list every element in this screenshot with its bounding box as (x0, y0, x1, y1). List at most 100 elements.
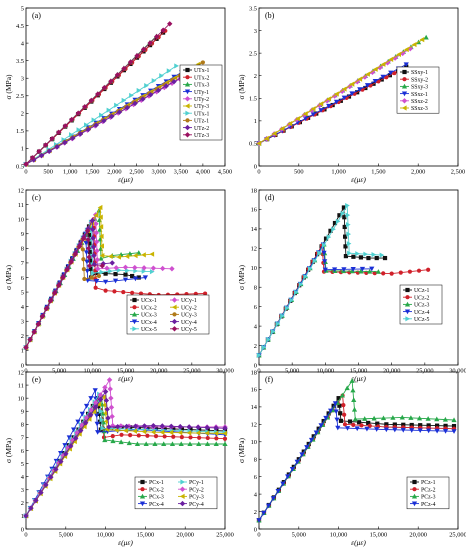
data-point (100, 425, 106, 431)
y-axis-label: σ (MPa) (237, 264, 246, 290)
data-point (171, 434, 176, 439)
data-point (88, 266, 93, 272)
y-tick-label: 1 (21, 348, 24, 355)
data-point (351, 406, 358, 412)
data-point (344, 426, 351, 431)
y-tick-label: 2 (254, 509, 257, 516)
data-point (90, 403, 95, 409)
data-point (351, 422, 356, 427)
data-point (312, 258, 318, 264)
x-tick-label: 20,000 (176, 532, 194, 539)
y-tick-label: 0 (21, 526, 24, 533)
data-point (264, 135, 269, 142)
legend-label: UCz-2 (414, 295, 430, 301)
data-point (116, 267, 122, 273)
data-point (102, 402, 107, 408)
legend-label: UTx-1 (194, 111, 210, 117)
legend-label: PCx-2 (149, 487, 164, 493)
data-point (35, 321, 42, 327)
y-tick-label: 4 (254, 491, 258, 498)
y-tick-label: 4 (21, 304, 25, 311)
data-point (123, 428, 128, 434)
x-tick-label: 0 (257, 532, 260, 539)
data-point (153, 33, 160, 40)
data-point (434, 428, 440, 434)
data-point (179, 427, 184, 432)
data-point (108, 78, 114, 84)
legend-label: UCx-3 (141, 313, 157, 319)
data-point (52, 290, 58, 296)
y-tick-label: 0 (254, 526, 257, 533)
data-point (103, 279, 109, 285)
data-point (90, 270, 96, 276)
data-point (303, 273, 309, 280)
legend-label: UCy-3 (181, 313, 197, 319)
data-point (403, 62, 409, 68)
y-tick-label: 5 (21, 5, 24, 12)
data-point (342, 422, 348, 427)
data-point (122, 277, 129, 283)
data-point (75, 110, 81, 116)
plot-frame (258, 7, 459, 167)
data-point (81, 424, 87, 430)
x-tick-label: 0 (24, 368, 27, 375)
y-tick-label: 0 (21, 362, 24, 369)
data-point (302, 116, 309, 122)
data-point (308, 437, 315, 443)
data-point (126, 440, 132, 446)
data-point (167, 21, 173, 27)
data-point (80, 235, 87, 242)
legend-marker (404, 301, 411, 307)
y-tick-label: 3 (21, 487, 24, 494)
data-point (408, 415, 414, 420)
data-point (172, 75, 178, 81)
data-point (179, 434, 184, 440)
data-point (36, 148, 42, 155)
data-point (122, 264, 129, 270)
x-tick-label: 2,000 (107, 169, 121, 176)
data-point (98, 224, 104, 230)
data-point (68, 259, 74, 265)
data-point (270, 329, 276, 335)
data-point (150, 265, 157, 271)
data-point (294, 459, 300, 465)
data-point (110, 434, 115, 439)
data-point (364, 426, 370, 432)
data-point (279, 125, 285, 132)
x-tick-label: 15,000 (137, 532, 155, 539)
data-point (204, 441, 211, 447)
data-point (222, 425, 228, 431)
data-point (92, 388, 98, 393)
legend-marker (131, 319, 138, 325)
y-tick-label: 18 (251, 187, 257, 194)
data-point (374, 427, 380, 432)
y-tick-label: 10 (18, 395, 24, 402)
data-point (101, 118, 107, 124)
data-point (84, 122, 89, 128)
data-point (388, 56, 394, 62)
data-point (91, 252, 97, 259)
data-point (313, 430, 319, 436)
data-point (94, 248, 100, 254)
y-tick-label: 11 (18, 382, 24, 389)
data-point (379, 252, 385, 258)
data-point (96, 401, 102, 407)
data-point (162, 434, 167, 439)
data-point (94, 279, 100, 284)
data-point (27, 337, 33, 343)
data-point (114, 72, 121, 78)
data-point (380, 61, 386, 67)
data-point (127, 59, 134, 65)
data-point (338, 418, 344, 423)
y-axis-label: σ (MPa) (237, 74, 246, 100)
data-point (398, 270, 403, 275)
data-point (380, 74, 386, 80)
data-point (152, 441, 158, 447)
x-tick-label: 0 (257, 368, 260, 375)
legend-marker (405, 287, 410, 293)
data-point (83, 250, 90, 256)
data-point (426, 428, 432, 434)
legend-label: UTy-3 (194, 104, 209, 110)
